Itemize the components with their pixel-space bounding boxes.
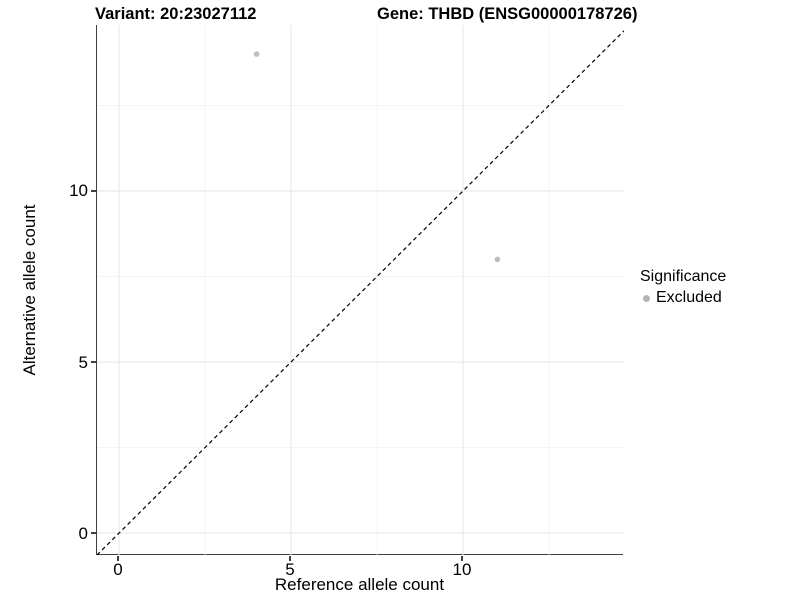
legend-title: Significance: [640, 268, 727, 285]
y-tick-mark: [91, 532, 96, 534]
variant-title: Variant: 20:23027112: [95, 5, 257, 23]
legend-item-excluded: Excluded: [640, 289, 726, 307]
identity-line: [97, 30, 624, 555]
plot-canvas: [97, 25, 624, 555]
x-axis-title: Reference allele count: [274, 575, 445, 594]
y-tick-label: 0: [78, 523, 88, 543]
legend-dot-icon: [643, 294, 650, 302]
x-tick-mark: [289, 556, 291, 561]
legend: Significance Excluded: [640, 268, 726, 307]
legend-item-label: Excluded: [656, 289, 722, 306]
y-tick-label: 10: [69, 181, 88, 201]
y-tick-label: 5: [78, 352, 88, 372]
x-tick-mark: [117, 556, 119, 561]
data-point: [494, 256, 501, 263]
y-tick-mark: [91, 190, 96, 192]
plot-panel: [96, 25, 624, 555]
x-tick-label: 5: [285, 560, 295, 579]
x-tick-label: 0: [113, 560, 123, 579]
y-tick-mark: [91, 361, 96, 363]
x-tick-label: 10: [452, 560, 472, 579]
x-tick-mark: [461, 556, 463, 561]
gene-title: Gene: THBD (ENSG00000178726): [377, 5, 638, 23]
y-axis-title: Alternative allele count: [20, 204, 39, 376]
data-point: [253, 51, 260, 57]
